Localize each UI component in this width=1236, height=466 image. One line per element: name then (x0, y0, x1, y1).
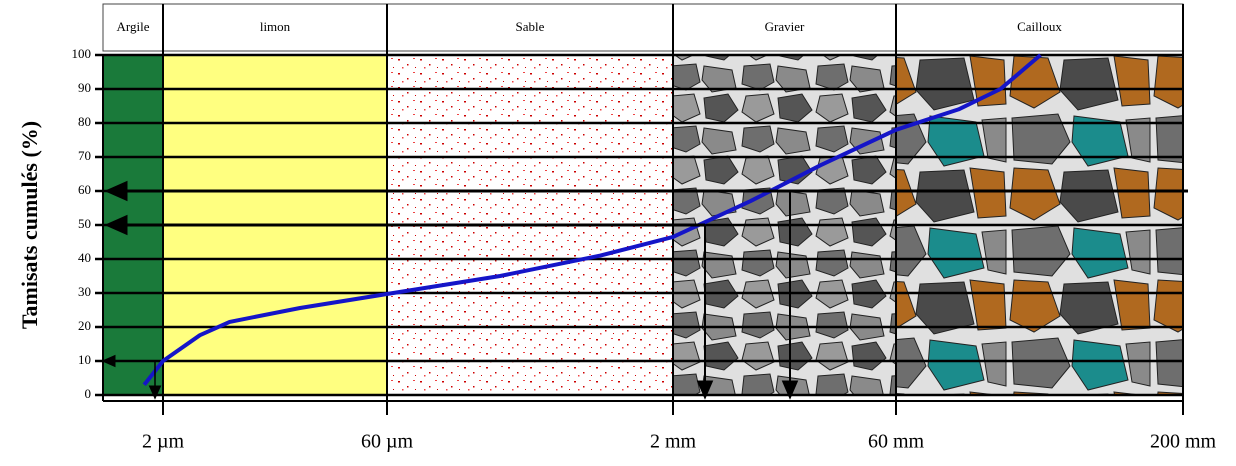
y-tick-label: 20 (78, 318, 91, 333)
y-tick-label: 0 (85, 386, 92, 401)
arrow-head (148, 385, 162, 400)
zone-label: Argile (117, 19, 150, 34)
y-tick-label: 10 (78, 352, 91, 367)
y-tick-label: 70 (78, 148, 91, 163)
y-tick-label: 50 (78, 216, 91, 231)
zone-label: Sable (516, 19, 545, 34)
arrow-head (104, 214, 128, 236)
y-tick-label: 30 (78, 284, 91, 299)
x-tick-label: 60 µm (361, 431, 414, 453)
zone-header (672, 3, 897, 52)
x-tick-label: 2 µm (142, 431, 185, 453)
zone-label: limon (260, 19, 291, 34)
zones: Argile limon Sable Gravier Cailloux (102, 3, 1184, 395)
arrow-head (781, 380, 799, 400)
arrow-head (696, 380, 714, 400)
y-tick-label: 100 (72, 46, 92, 61)
x-tick-label: 2 mm (650, 431, 697, 453)
reading-arrows (101, 180, 1188, 400)
arrow-head (104, 180, 128, 202)
y-axis-label: Tamisats cumulés (%) (17, 121, 42, 329)
arrow-head (101, 354, 116, 368)
zone-header (102, 3, 164, 52)
zone-header (386, 3, 674, 52)
zone-label: Cailloux (1017, 19, 1062, 34)
y-tick-label: 80 (78, 114, 91, 129)
y-tick-label: 40 (78, 250, 91, 265)
x-tick-label: 200 mm (1150, 431, 1217, 453)
x-tick-label: 60 mm (868, 431, 925, 453)
y-tick-label: 90 (78, 80, 91, 95)
y-tick-label: 60 (78, 182, 91, 197)
zone-label: Gravier (765, 19, 805, 34)
grading-curve (142, 53, 1042, 387)
